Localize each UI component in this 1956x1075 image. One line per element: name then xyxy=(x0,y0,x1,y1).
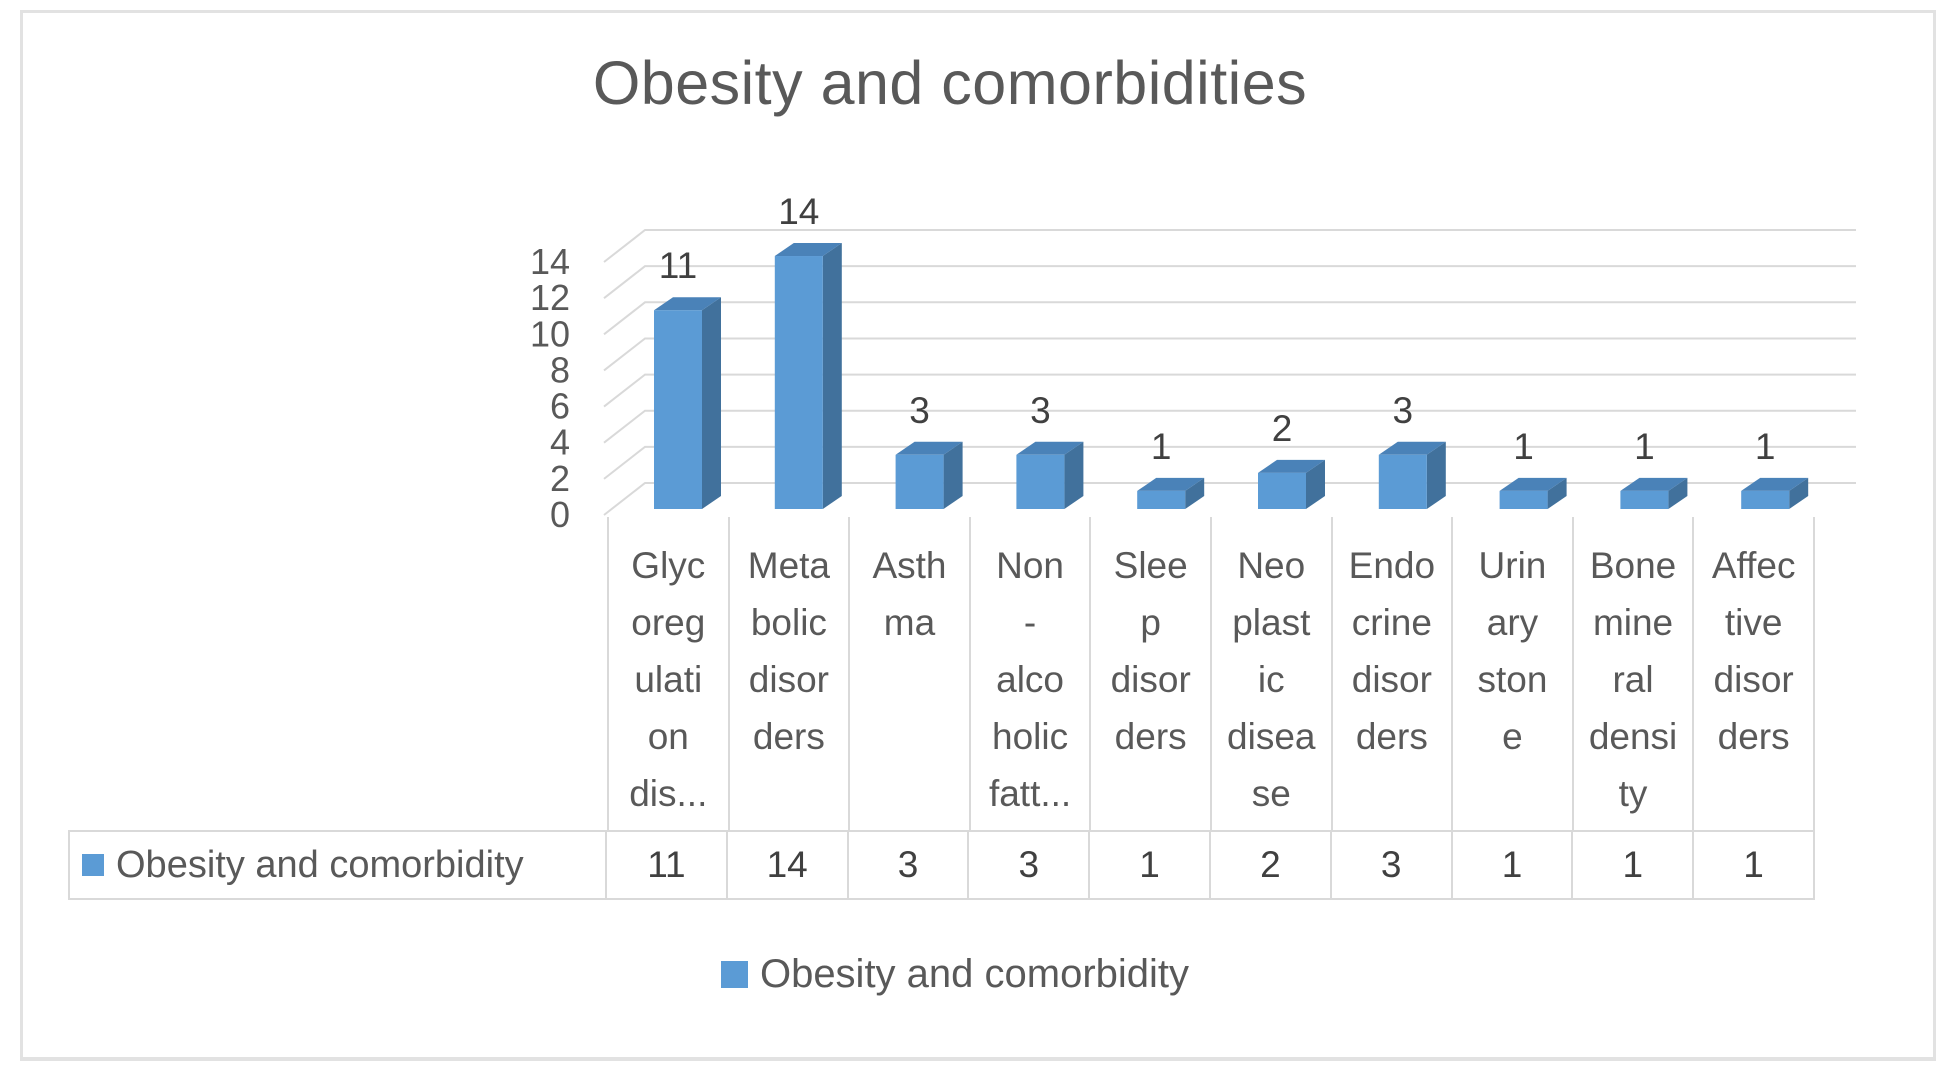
legend-label: Obesity and comorbidity xyxy=(759,952,1190,996)
data-table: Obesity and comorbidity 11 14 3 3 1 2 3 1 1 1 xyxy=(68,830,1815,900)
y-axis-tick-label: 14 xyxy=(530,241,570,282)
bar-data-label: 2 xyxy=(1272,408,1293,449)
bar-side-face xyxy=(1064,441,1084,509)
bar-data-label: 11 xyxy=(659,245,697,286)
gridline xyxy=(603,445,1856,480)
bar xyxy=(1620,490,1669,509)
table-legend-cell: Obesity and comorbidity xyxy=(70,832,607,898)
category-label: Asth ma xyxy=(848,517,969,830)
bar-side-face xyxy=(1668,477,1688,509)
bar xyxy=(1258,472,1306,509)
table-value-cell: 3 xyxy=(1332,832,1453,898)
category-label: Urin ary ston e xyxy=(1451,517,1572,830)
category-label: Glyc oreg ulati on dis... xyxy=(607,517,728,830)
bar-top-face xyxy=(1499,477,1567,491)
bar-data-label: 3 xyxy=(1393,390,1414,431)
chart-legend: Obesity and comorbidity xyxy=(22,952,1888,997)
bar-side-face xyxy=(1306,459,1325,509)
series-color-swatch xyxy=(82,854,104,876)
table-value-cell: 11 xyxy=(607,832,728,898)
table-value-cell: 3 xyxy=(969,832,1091,898)
bar-top-face xyxy=(1620,477,1688,491)
bar-side-face xyxy=(702,297,721,509)
bar-data-label: 3 xyxy=(909,390,930,431)
category-label: Slee p disor ders xyxy=(1089,517,1210,830)
legend-color-swatch xyxy=(720,961,748,988)
gridline xyxy=(603,482,1856,516)
table-value-cell: 14 xyxy=(728,832,849,898)
bar xyxy=(1741,490,1790,509)
bar xyxy=(1016,454,1065,509)
y-axis-tick-label: 4 xyxy=(550,422,570,463)
bar-side-face xyxy=(1426,441,1446,509)
bar xyxy=(1137,490,1186,509)
table-value-cell: 2 xyxy=(1211,832,1332,898)
bar xyxy=(774,256,823,509)
bar xyxy=(1499,490,1548,509)
y-axis-tick-label: 0 xyxy=(550,494,570,535)
gridline xyxy=(603,409,1856,444)
series-name: Obesity and comorbidity xyxy=(116,843,524,886)
category-label: Affec tive disor ders xyxy=(1692,517,1813,830)
gridline xyxy=(603,373,1856,408)
y-axis-tick-label: 6 xyxy=(550,386,570,427)
bar-top-face xyxy=(1258,459,1325,473)
bar-data-label: 1 xyxy=(1513,426,1534,467)
bar-data-label: 1 xyxy=(1755,426,1776,467)
gridline xyxy=(603,301,1856,336)
bar xyxy=(895,454,944,509)
bar-side-face xyxy=(822,243,842,509)
category-label: Meta bolic disor ders xyxy=(727,517,849,830)
bar-top-face xyxy=(1137,477,1205,491)
bar-data-label: 14 xyxy=(778,191,819,232)
bar-side-face xyxy=(1185,477,1205,509)
table-value-cell: 3 xyxy=(849,832,970,898)
bar-top-face xyxy=(774,243,842,257)
chart-border xyxy=(20,10,1936,1061)
bar-side-face xyxy=(1789,477,1809,509)
table-value-cell: 1 xyxy=(1573,832,1695,898)
table-value-cell: 1 xyxy=(1453,832,1574,898)
bar-data-label: 1 xyxy=(1151,426,1172,467)
bar-data-label: 1 xyxy=(1634,426,1655,467)
table-value-cell: 1 xyxy=(1090,832,1211,898)
bar-side-face xyxy=(943,441,963,509)
bar xyxy=(1378,454,1427,509)
category-label: Non - alco holic fatt... xyxy=(968,517,1090,830)
gridline xyxy=(603,265,1856,299)
bar-top-face xyxy=(654,297,721,311)
y-axis-tick-label: 10 xyxy=(530,313,570,354)
category-label: Neo plast ic disea se xyxy=(1209,517,1331,830)
chart-title: Obesity and comorbidities xyxy=(592,49,1308,117)
bar-top-face xyxy=(1378,441,1446,455)
gridline xyxy=(603,337,1856,372)
bar-side-face xyxy=(1547,477,1567,509)
category-label: Bone mine ral densi ty xyxy=(1571,517,1693,830)
bar-top-face xyxy=(1741,477,1809,491)
category-label: Endo crine disor ders xyxy=(1330,517,1452,830)
y-axis-tick-label: 2 xyxy=(550,458,570,499)
table-value-cell: 1 xyxy=(1743,844,1764,885)
gridline xyxy=(603,229,1856,263)
bar-top-face xyxy=(895,441,963,455)
y-axis-tick-label: 8 xyxy=(550,349,570,390)
bar xyxy=(654,310,702,509)
bar-top-face xyxy=(1016,441,1084,455)
category-axis: Glyc oreg ulati on dis... Meta bolic diso… xyxy=(607,517,1815,830)
bar-data-label: 3 xyxy=(1030,390,1051,431)
y-axis-tick-label: 12 xyxy=(530,277,570,318)
